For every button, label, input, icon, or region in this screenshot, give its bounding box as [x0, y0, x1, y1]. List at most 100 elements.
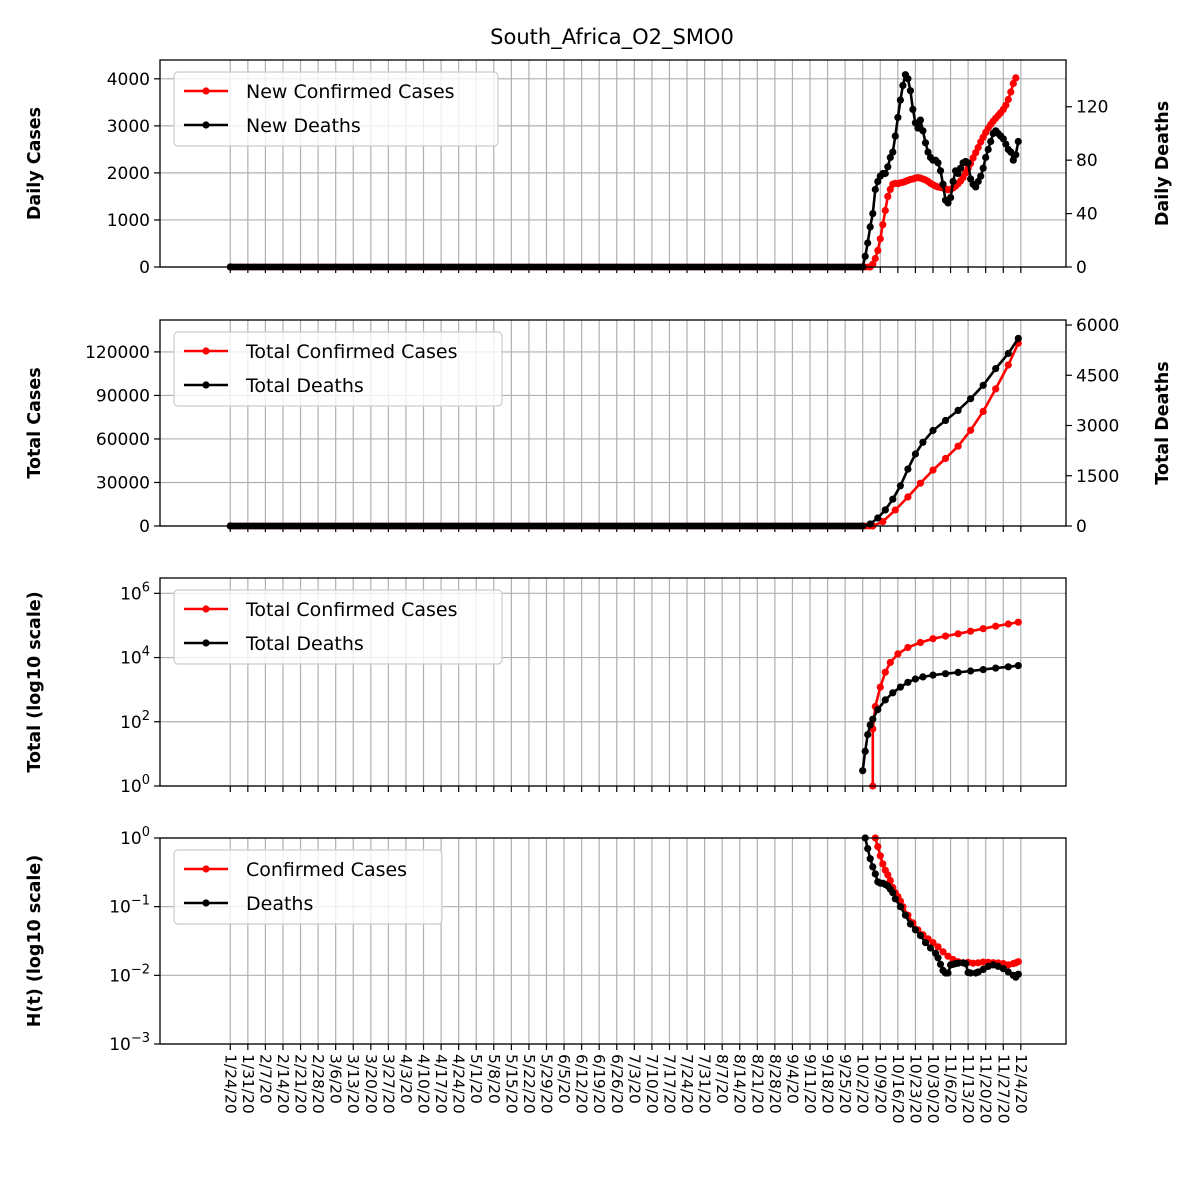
data-point	[916, 116, 925, 124]
data-point	[936, 167, 945, 175]
x-tick-label: 6/12/20	[573, 1054, 591, 1114]
data-point	[866, 223, 874, 231]
series-deaths	[861, 834, 1022, 981]
data-point	[967, 667, 975, 675]
plot-frame	[159, 59, 1067, 268]
data-point	[869, 260, 877, 268]
data-point	[936, 960, 945, 968]
plot-frame	[159, 577, 1067, 787]
data-point	[879, 518, 887, 526]
data-point	[894, 113, 902, 121]
x-tick-label: 10/30/20	[924, 1054, 942, 1124]
y-tick-label: 120000	[85, 343, 150, 363]
x-tick-label: 10/9/20	[871, 1054, 889, 1114]
data-point	[987, 137, 995, 146]
data-point	[886, 658, 894, 667]
x-tick-label: 6/5/20	[555, 1054, 573, 1104]
x-tick-label: 3/6/20	[327, 1054, 345, 1104]
data-point	[864, 731, 872, 739]
x-tick-label: 7/17/20	[660, 1054, 678, 1114]
series-line	[871, 620, 1019, 786]
data-point	[939, 180, 947, 188]
legend-label: Total Deaths	[245, 633, 364, 655]
y-tick-label: 90000	[96, 386, 150, 406]
data-point	[881, 506, 889, 514]
y-tick-label: 106	[120, 580, 150, 604]
data-point	[871, 254, 879, 263]
data-point	[972, 183, 980, 191]
y-tick-label: 100	[120, 773, 150, 797]
data-point	[1014, 334, 1022, 342]
legend: Total Confirmed Cases Total Deaths	[173, 589, 503, 665]
data-point	[906, 87, 915, 95]
data-point	[869, 210, 877, 218]
data-point	[992, 365, 1000, 373]
panel-2: 0 30000 60000 90000 120000 0 1500 3000 4500 6000 T…	[25, 316, 1173, 537]
x-tick-label: 11/6/20	[942, 1054, 960, 1114]
data-point	[879, 860, 887, 868]
data-point	[884, 871, 892, 879]
data-point	[866, 721, 874, 729]
x-tick-label: 4/10/20	[415, 1054, 433, 1114]
y-right-tick-label: 120	[1076, 98, 1108, 118]
data-point	[1014, 662, 1022, 670]
data-point	[957, 164, 965, 172]
data-point	[919, 438, 927, 446]
data-point	[876, 235, 884, 243]
data-point	[859, 767, 867, 775]
legend-box	[173, 331, 503, 407]
data-point	[919, 127, 927, 135]
data-point	[1014, 958, 1022, 966]
data-point	[992, 385, 1000, 393]
data-point	[881, 668, 889, 676]
x-tick-label: 9/18/20	[819, 1054, 837, 1114]
x-tick-label: 9/4/20	[783, 1054, 801, 1104]
panel-1: 0 1000 2000 3000 4000 0 40 80 120 New Confirmed C…	[25, 59, 1173, 278]
panel-4: 10−3 10−2 10−1 100 Confirmed Cases Deaths H(t)…	[25, 825, 1067, 1055]
data-point	[941, 454, 950, 463]
data-point	[1014, 970, 1022, 978]
y-tick-label: 102	[120, 709, 150, 733]
y-axis-label: H(t) (log10 scale)	[25, 855, 45, 1028]
x-tick-label: 5/1/20	[467, 1054, 485, 1104]
series-line	[861, 664, 1019, 771]
x-tick-label: 2/7/20	[256, 1054, 274, 1104]
panel-3: 100 102 104 106 Total Confirmed Cases Total D…	[25, 577, 1067, 797]
data-point	[904, 465, 912, 473]
data-point	[1009, 79, 1017, 88]
data-point	[921, 939, 930, 947]
data-point	[911, 926, 920, 934]
data-point	[864, 239, 872, 247]
legend-marker	[202, 347, 210, 355]
data-point	[1007, 88, 1015, 96]
data-point	[881, 206, 889, 215]
data-point	[979, 666, 987, 674]
data-point	[941, 632, 950, 640]
y-right-tick-label: 4500	[1076, 366, 1119, 386]
y-tick-label: 0	[139, 258, 150, 278]
x-tick-label: 2/21/20	[292, 1054, 310, 1114]
y-axis-label: Total (log10 scale)	[25, 591, 45, 772]
x-axis-tick-labels: 1/24/20 1/31/20 2/7/20 2/14/20 2/21/20 2/28/2…	[221, 1054, 1030, 1124]
legend-marker	[202, 381, 210, 389]
data-point	[929, 635, 937, 643]
y-right-tick-label: 40	[1076, 205, 1098, 225]
y-tick-label: 104	[120, 645, 150, 669]
x-tick-label: 5/8/20	[485, 1054, 503, 1104]
data-point	[916, 479, 925, 487]
data-point	[949, 177, 957, 186]
legend-box	[173, 849, 443, 925]
y-tick-label: 1000	[107, 211, 150, 231]
data-point	[1002, 140, 1010, 148]
data-point	[911, 675, 920, 683]
data-point	[954, 406, 962, 414]
plot-frame	[159, 319, 1067, 527]
legend-box	[173, 589, 503, 665]
data-point	[881, 696, 889, 704]
plot-frame	[159, 837, 1067, 1045]
data-point	[947, 194, 955, 202]
x-tick-label: 12/4/20	[1012, 1054, 1030, 1114]
data-point	[891, 895, 899, 903]
legend-label: New Confirmed Cases	[246, 81, 455, 103]
legend: Total Confirmed Cases Total Deaths	[173, 331, 503, 407]
